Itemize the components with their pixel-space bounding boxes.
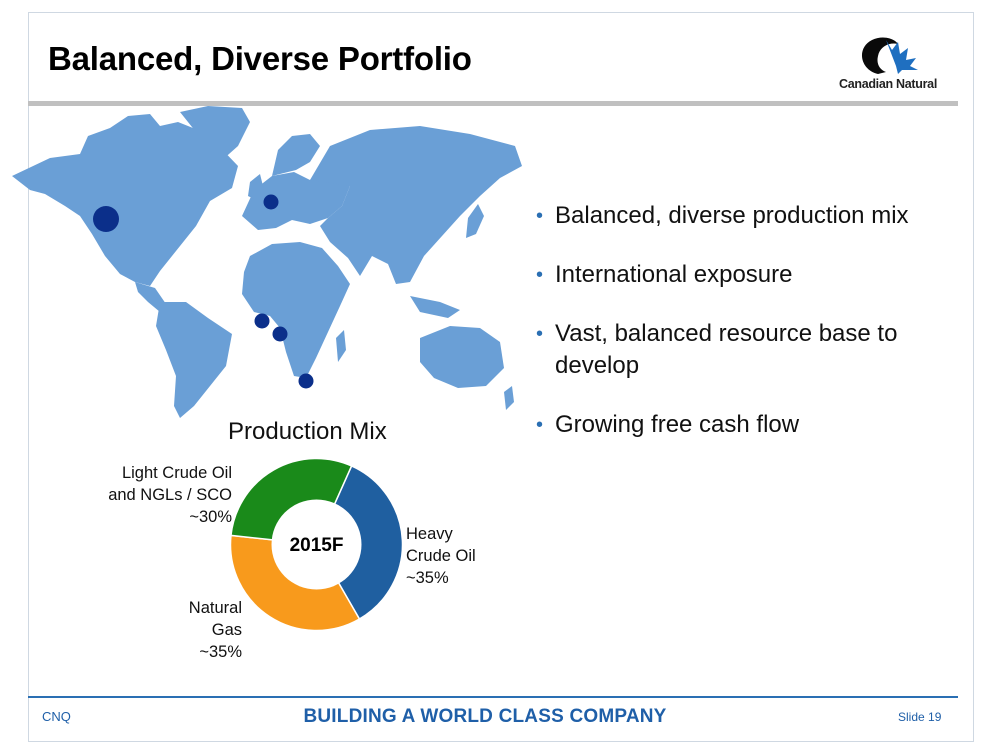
donut-hole bbox=[271, 499, 362, 590]
slice-label-heavy-crude: Heavy Crude Oil ~35% bbox=[406, 523, 496, 589]
logo-mark-icon bbox=[861, 37, 918, 74]
world-map-icon bbox=[12, 106, 522, 418]
logo-text: Canadian Natural bbox=[838, 77, 937, 91]
title-divider bbox=[28, 101, 958, 106]
bullet-list: Balanced, diverse production mix Interna… bbox=[536, 200, 966, 468]
footer-ticker: CNQ bbox=[42, 709, 71, 724]
footer-divider bbox=[28, 696, 958, 698]
slide-frame bbox=[28, 12, 974, 742]
company-logo: Canadian Natural bbox=[826, 34, 950, 94]
bullet-item: Balanced, diverse production mix bbox=[536, 200, 966, 232]
slice-name: Light Crude Oil and NGLs / SCO bbox=[108, 464, 232, 504]
chart-center-label: 2015F bbox=[290, 535, 344, 556]
bullet-item: Vast, balanced resource base to develop bbox=[536, 318, 935, 382]
slice-label-natural-gas: Natural Gas ~35% bbox=[170, 597, 242, 663]
slice-value: ~35% bbox=[199, 643, 242, 661]
slice-value: ~30% bbox=[189, 508, 232, 526]
slide-number: Slide 19 bbox=[898, 710, 942, 724]
production-mix-donut: 2015F bbox=[229, 457, 404, 632]
footer-tagline: BUILDING A WORLD CLASS COMPANY bbox=[303, 706, 667, 727]
slice-name: Heavy Crude Oil bbox=[406, 525, 476, 565]
chart-title: Production Mix bbox=[228, 418, 387, 445]
slide-title: Balanced, Diverse Portfolio bbox=[48, 40, 472, 77]
slice-name: Natural Gas bbox=[188, 599, 242, 639]
bullet-item: Growing free cash flow bbox=[536, 409, 966, 441]
bullet-item: International exposure bbox=[536, 259, 966, 291]
slice-value: ~35% bbox=[406, 569, 449, 587]
slice-label-light-crude: Light Crude Oil and NGLs / SCO ~30% bbox=[92, 462, 232, 528]
